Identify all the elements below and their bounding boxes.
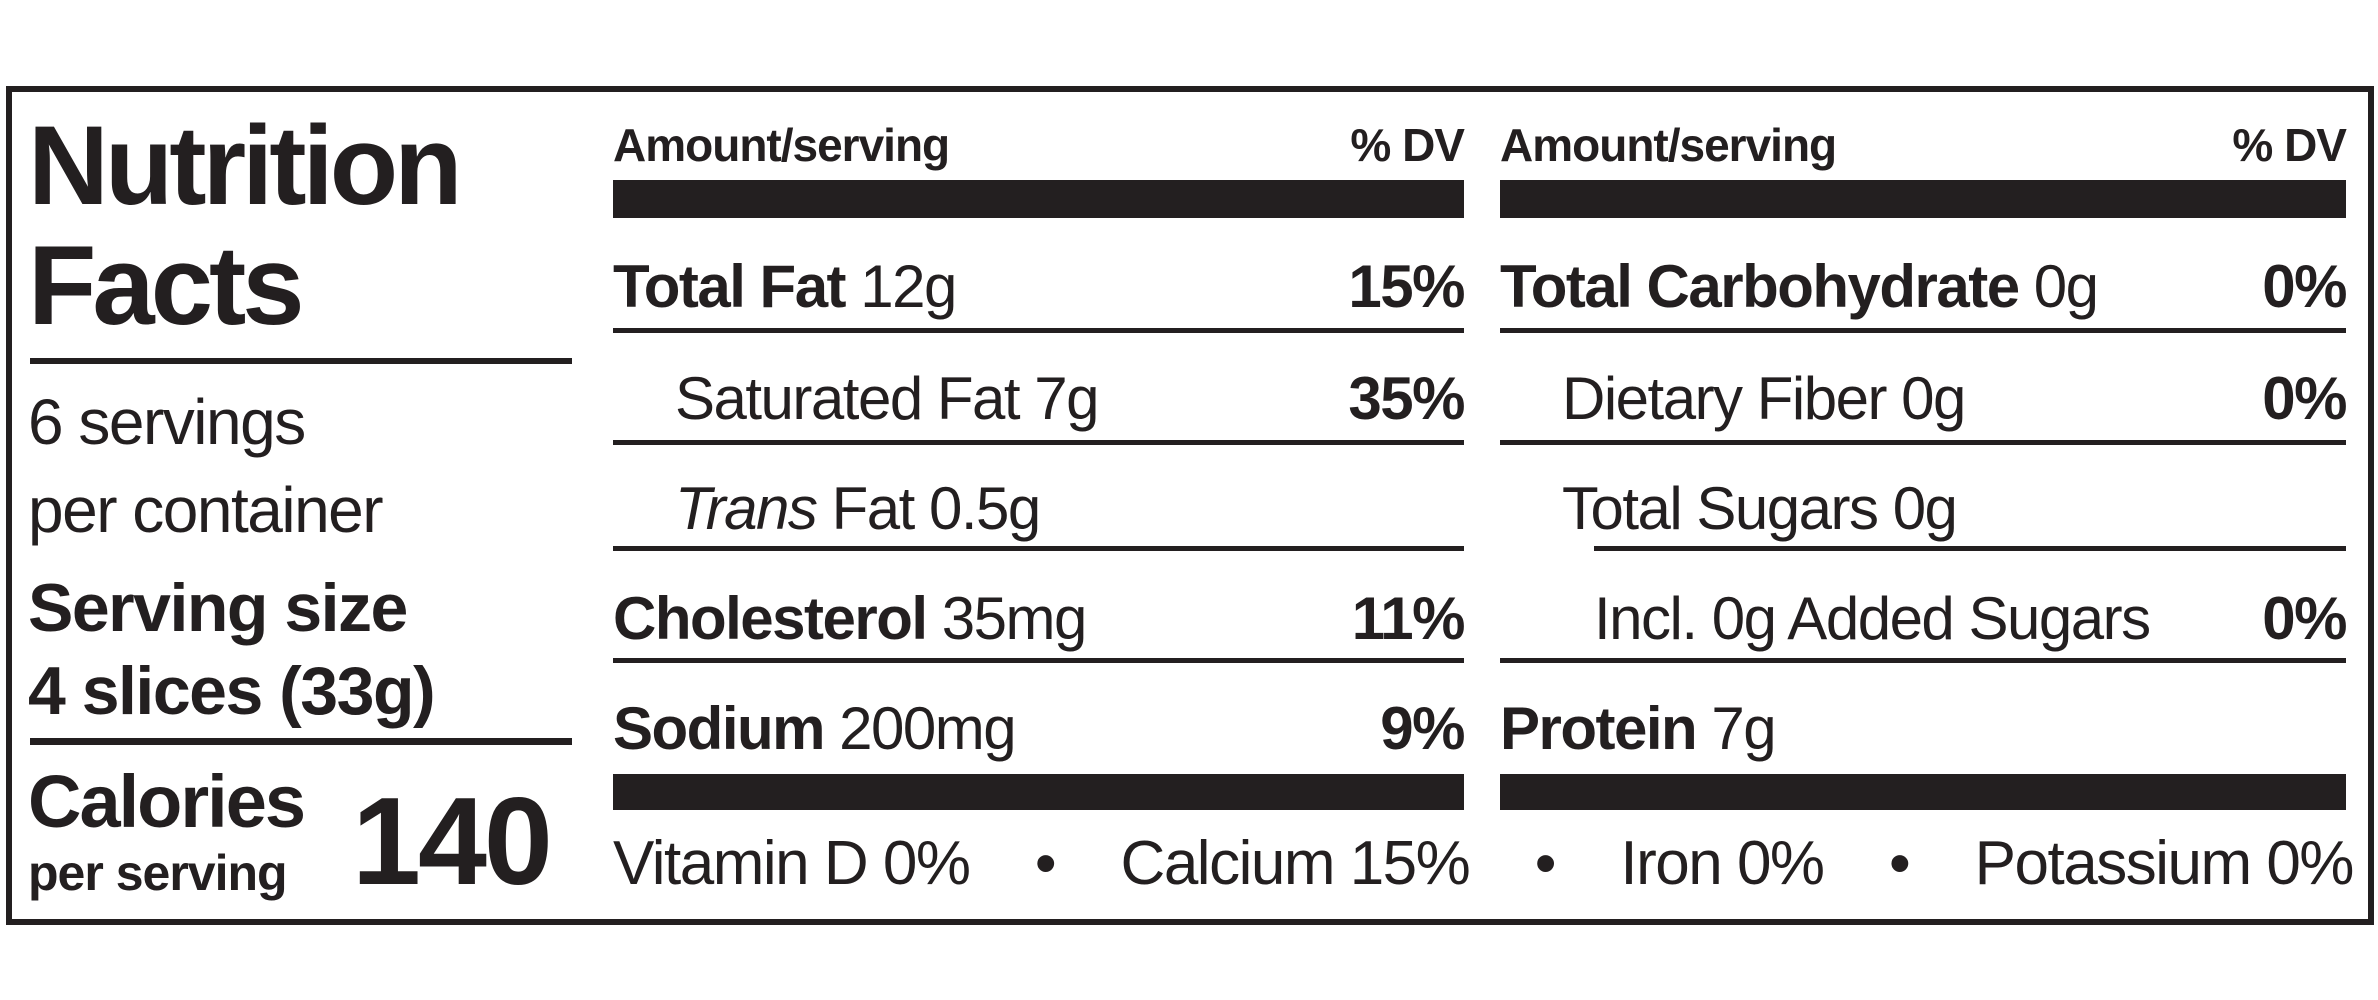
- row-divider: [613, 546, 1464, 551]
- nutrient-dv: 35%: [1348, 365, 1465, 432]
- nutrient-amount: 0g: [2033, 253, 2099, 320]
- header-amount: Amount/serving: [613, 119, 950, 171]
- vitamin: Vitamin D 0%: [613, 829, 971, 898]
- nutrient-name: Sodium: [613, 695, 826, 762]
- vitamins: Vitamin D 0% • Calcium 15% • Iron 0% • Pota…: [613, 828, 2355, 899]
- nutrient-row: Dietary Fiber 0g 0%: [1562, 364, 2347, 434]
- nutrient-amount: 7g: [1034, 365, 1099, 432]
- nutrient-row: Cholesterol 35mg 11%: [613, 584, 1466, 654]
- title: Facts: [28, 223, 305, 348]
- vitamin: Calcium 15%: [1120, 829, 1471, 898]
- vitamin: Iron 0%: [1620, 829, 1825, 898]
- serving-size-label: Serving size: [28, 570, 408, 646]
- bullet: •: [1889, 829, 1911, 898]
- nutrient-name: Incl. 0g Added Sugars: [1594, 585, 2151, 652]
- nutrient-name: Total Fat: [613, 253, 847, 320]
- nutrient-row: Trans Fat 0.5g: [675, 474, 1464, 544]
- nutrient-name: Total Carbohydrate: [1500, 253, 2020, 320]
- nutrient-dv: 0%: [2262, 253, 2347, 320]
- nutrient-name: Protein: [1500, 695, 1698, 762]
- row-divider: [1594, 546, 2346, 551]
- row-divider: [613, 658, 1464, 663]
- nutrient-row: Total Sugars 0g: [1562, 474, 2346, 544]
- serving-size: 4 slices (33g): [28, 653, 436, 729]
- nutrient-dv: 11%: [1351, 585, 1466, 652]
- nutrient-name: Dietary Fiber: [1562, 365, 1887, 432]
- title: Nutrition: [28, 103, 463, 228]
- thick-bar: [613, 180, 1464, 218]
- servings: 6 servings: [28, 386, 306, 458]
- nutrient-name: Fat: [831, 475, 916, 542]
- label-border: [6, 86, 2374, 925]
- divider: [30, 738, 572, 745]
- nutrient-amount: 0g: [1901, 365, 1966, 432]
- row-divider: [613, 440, 1464, 445]
- nutrient-row: Sodium 200mg 9%: [613, 694, 1465, 764]
- row-divider: [1500, 440, 2346, 445]
- nutrient-dv: 0%: [2262, 365, 2347, 432]
- nutrient-name: Saturated Fat: [675, 365, 1021, 432]
- nutrient-row: Saturated Fat 7g 35%: [675, 364, 1465, 434]
- calories-value: 140: [352, 773, 553, 911]
- nutrient-amount: 35mg: [941, 585, 1088, 652]
- servings: per container: [28, 474, 384, 546]
- nutrient-dv: 9%: [1380, 695, 1465, 762]
- bullet: •: [1534, 829, 1557, 898]
- nutrient-row: Incl. 0g Added Sugars 0%: [1594, 584, 2347, 654]
- thick-bar: [613, 774, 1464, 810]
- nutrient-italic: Trans: [675, 475, 818, 542]
- thick-bar: [1500, 180, 2346, 218]
- bullet: •: [1034, 829, 1057, 898]
- nutrient-amount: 0.5g: [928, 475, 1041, 542]
- nutrient-amount: 7g: [1711, 695, 1776, 762]
- nutrient-amount: 0g: [1892, 475, 1958, 542]
- header-dv: % DV: [1350, 119, 1465, 171]
- nutrient-amount: 12g: [860, 253, 957, 320]
- row-divider: [613, 328, 1464, 333]
- thick-bar: [1500, 774, 2346, 810]
- calories-label: Calories: [28, 760, 306, 843]
- row-divider: [1500, 658, 2346, 663]
- nutrient-amount: 200mg: [839, 695, 1016, 762]
- nutrient-row: Total Carbohydrate 0g 0%: [1500, 252, 2347, 322]
- nutrient-row: Protein 7g: [1500, 694, 2346, 764]
- calories-sub: per serving: [28, 845, 288, 901]
- row-divider: [1500, 328, 2346, 333]
- nutrient-row: Total Fat 12g 15%: [613, 252, 1465, 322]
- header-dv: % DV: [2232, 119, 2347, 171]
- nutrient-dv: 15%: [1348, 253, 1465, 320]
- vitamin: Potassium 0%: [1974, 829, 2355, 898]
- nutrient-dv: 0%: [2262, 585, 2347, 652]
- nutrient-name: Cholesterol: [613, 585, 928, 652]
- nutrient-name: Total Sugars: [1562, 475, 1879, 542]
- divider: [30, 358, 572, 364]
- header-amount: Amount/serving: [1500, 119, 1837, 171]
